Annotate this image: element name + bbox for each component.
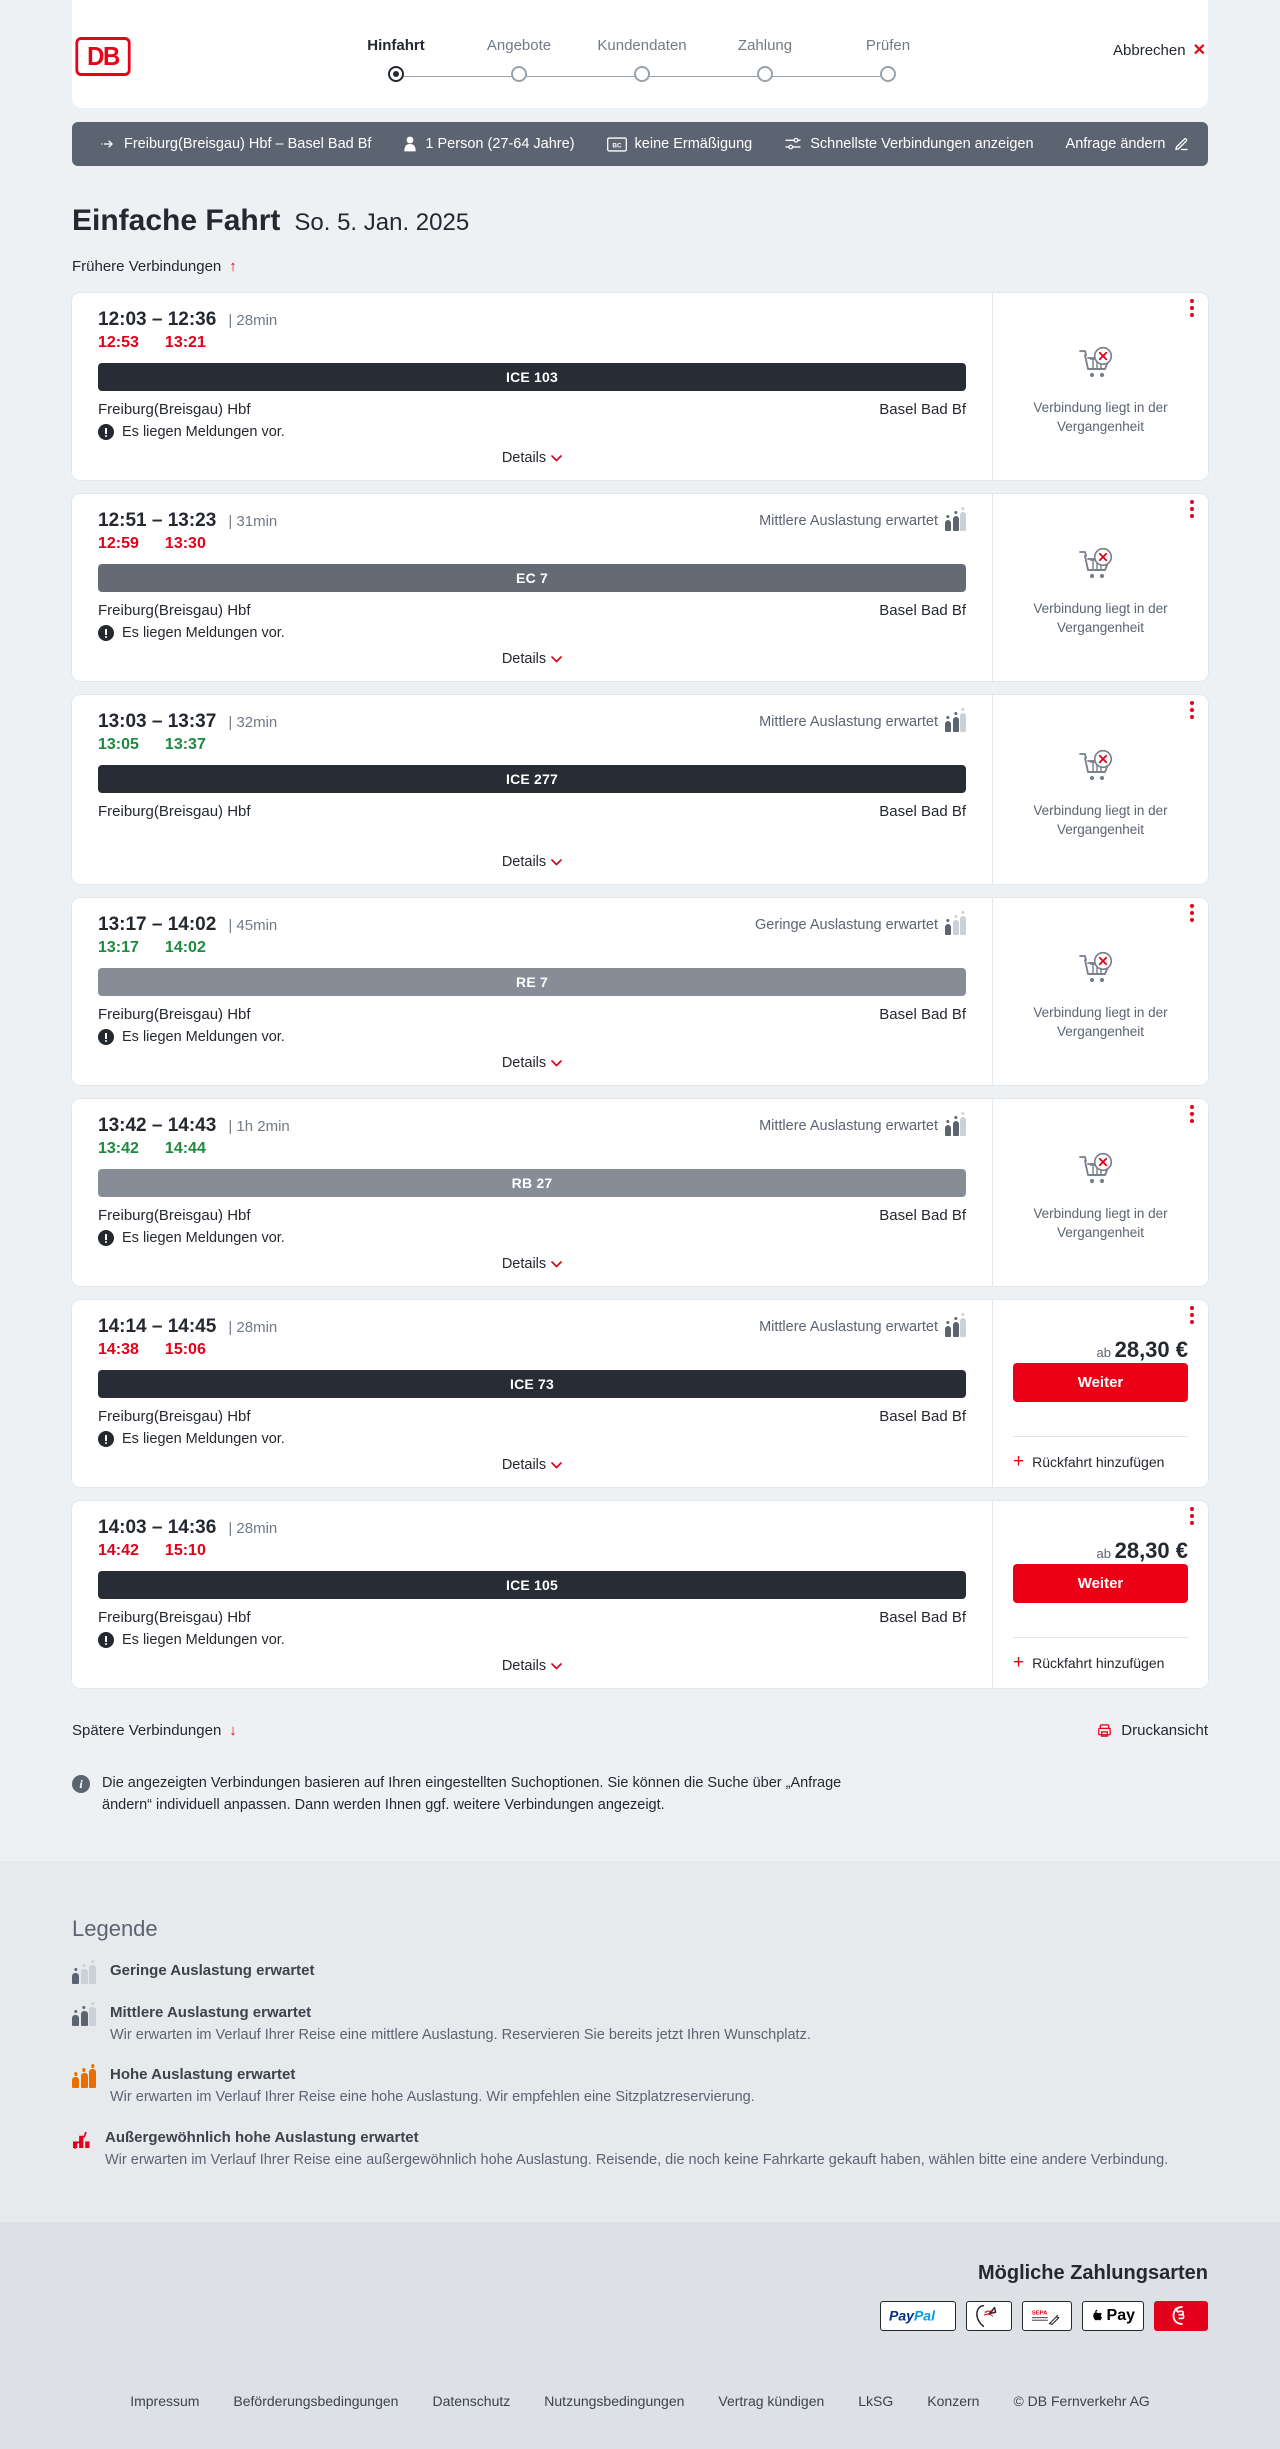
- svg-text:SEPA: SEPA: [1032, 2310, 1048, 2316]
- svg-text:BC: BC: [612, 142, 622, 149]
- svg-text:PayPal: PayPal: [889, 2308, 936, 2324]
